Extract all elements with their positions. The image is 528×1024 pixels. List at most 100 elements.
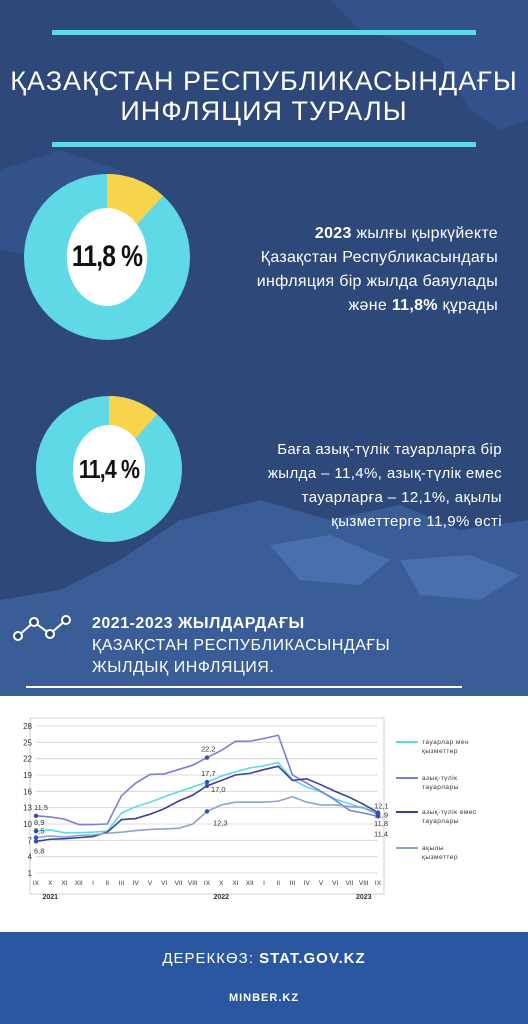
y-tick-label: 22 [23,755,32,764]
data-label: 11,5 [34,803,48,812]
y-tick-label: 28 [23,722,32,731]
legend-label: тауарлары [422,818,459,825]
stat1-text: 2023 жылғы қыркүйекте Қазақстан Республи… [178,222,498,318]
data-label: 11,8 [374,819,388,828]
data-point [204,783,210,789]
title-rule-bottom [52,142,476,147]
legend-label: азық-түлік [422,774,458,782]
data-label: 17,7 [201,769,216,778]
x-tick-label: XII [246,880,254,887]
x-tick-label: X [48,880,53,887]
x-tick-label: III [290,880,296,887]
legend-label: қызметтер [422,854,458,861]
y-tick-label: 7 [28,836,33,845]
donut-chart-2: 11,4 % [36,396,182,542]
x-tick-label: IX [375,880,382,887]
data-label: 7,5 [34,827,44,836]
x-tick-label: VIII [359,880,369,887]
x-tick-label: V [148,880,153,887]
y-tick-label: 19 [23,771,32,780]
stat1-line3: инфляция бір жылда баяулады [256,273,498,290]
y-tick-label: 10 [23,820,32,829]
x-tick-label: VI [332,880,338,887]
section-title-line2: ҚАЗАҚСТАН РЕСПУБЛИКАСЫНДАҒЫ [92,637,391,654]
stat1-line4-post: құрады [437,297,498,314]
legend-label: азық-түлік емес [422,808,477,816]
data-point [375,814,381,819]
source-link[interactable]: STAT.GOV.KZ [259,950,366,967]
legend-label: ақылы [422,845,444,852]
page-title-line1: ҚАЗАҚСТАН РЕСПУБЛИКАСЫНДАҒЫ [10,66,518,96]
data-point [33,835,39,840]
stat1-line2: Қазақстан Республикасындағы [260,249,498,266]
donut-ring-1 [24,174,190,340]
x-tick-label: XII [75,880,83,887]
title-rule-top [52,30,476,35]
data-point [204,755,210,760]
footer: ДЕРЕККӨЗ: STAT.GOV.KZ MINBER.KZ [0,932,528,1024]
data-point [33,839,39,844]
x-tick-label: IV [133,880,140,887]
data-label: 11,9 [374,811,388,820]
data-point [33,828,39,834]
legend-label: қызметтер [422,748,458,755]
chart-frame [29,717,385,895]
x-tick-label: XI [232,880,238,887]
data-point [33,813,39,819]
legend-label: тауарлары [422,784,459,791]
stat1-value-bold: 11,8% [391,297,438,314]
data-label: 22,2 [201,745,216,754]
y-tick-label: 4 [28,853,33,862]
stat2-line3: тауарларға – 12,1%, ақылы [301,489,502,506]
section-title: 2021-2023 ЖЫЛДАРДАҒЫ ҚАЗАҚСТАН РЕСПУБЛИК… [92,613,390,679]
data-label: 12,1 [374,802,389,811]
source-label: ДЕРЕККӨЗ: [162,950,260,967]
x-tick-label: VII [175,880,183,887]
x-tick-label: X [219,880,224,887]
x-tick-label: VI [161,880,167,887]
section-rule [26,686,462,688]
x-tick-label: IV [304,880,311,887]
donut-value-2: 11,4 % [72,425,146,513]
y-tick-label: 25 [23,738,32,747]
stat2-line1: Баға азық-түлік тауарларға бір [277,441,502,458]
donut-value-1: 11,8 % [66,208,148,306]
page-title-line2: ИНФЛЯЦИЯ ТУРАЛЫ [120,96,408,126]
section-title-line1: 2021-2023 ЖЫЛДАРДАҒЫ [92,615,305,632]
stat2-line2: жылда – 11,4%, азық-түлік емес [267,465,502,482]
donut-ring-2 [36,396,182,542]
data-label: 17,0 [211,785,226,794]
data-point [204,809,210,814]
stat1-year: 2023 [314,225,352,242]
x-tick-label: IX [33,880,40,887]
x-tick-label: V [319,880,324,887]
x-tick-label: I [263,880,265,887]
stat2-line4: қызметтерге 11,9% өсті [331,513,502,530]
x-tick-label: I [92,880,94,887]
site-link[interactable]: MINBER.KZ [228,992,300,1004]
data-label: 11,4 [374,829,388,838]
y-tick-label: 1 [28,869,33,878]
stat2-text: Баға азық-түлік тауарларға бір жылда – 1… [182,438,502,534]
year-label: 2023 [356,894,372,901]
x-tick-label: VIII [188,880,198,887]
y-tick-label: 13 [23,804,32,813]
data-label: 8,9 [34,818,44,827]
donut-chart-1: 11,8 % [24,174,190,340]
x-tick-label: XI [61,880,67,887]
x-tick-label: IX [204,880,211,887]
x-tick-label: II [105,880,109,887]
trend-line-icon [13,615,71,641]
chart-panel: 1 4 7 10 13 16 19 22 25 28 IX X XI XII I II III IV V VI VII V… [0,696,528,932]
year-label: 2021 [42,894,58,901]
year-label: 2022 [213,894,229,901]
legend-label: тауарлар мен [422,739,469,746]
x-tick-label: III [119,880,125,887]
x-tick-label: II [276,880,280,887]
data-label: 6,8 [34,846,44,855]
data-label: 12,3 [213,818,228,827]
data-point [204,779,210,785]
y-tick-label: 16 [23,787,32,796]
source-line: ДЕРЕККӨЗ: STAT.GOV.KZ [0,950,528,967]
